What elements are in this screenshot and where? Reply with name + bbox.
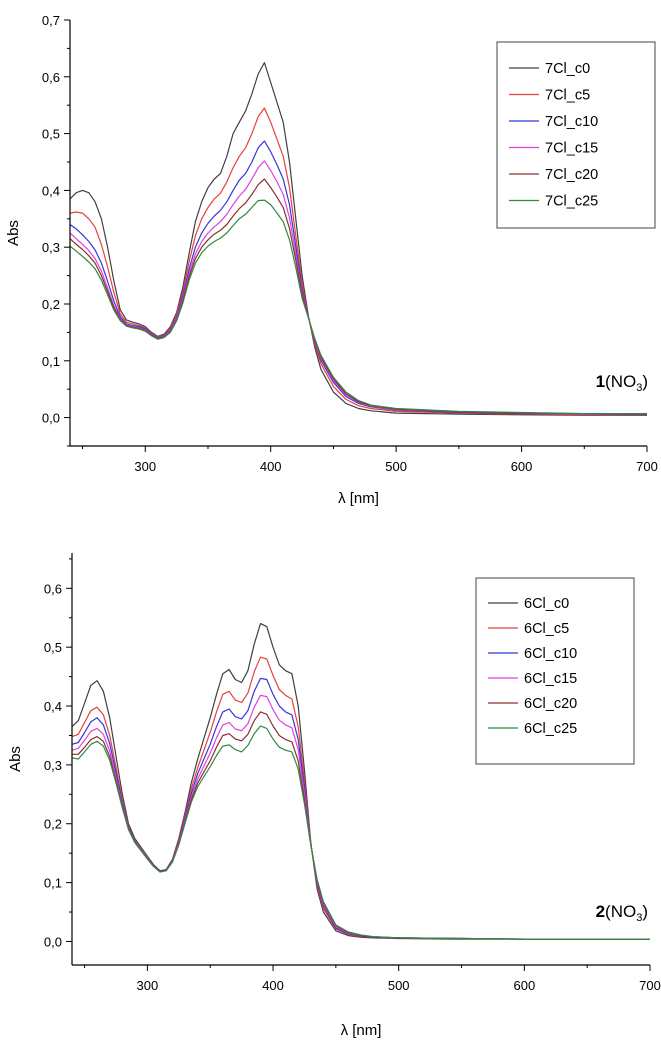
panel-annotation: 2(NO3) bbox=[596, 902, 648, 924]
x-tick-label: 400 bbox=[262, 978, 284, 993]
legend-label: 7Cl_c5 bbox=[545, 88, 590, 104]
legend-label: 7Cl_c15 bbox=[545, 141, 598, 157]
y-axis-label: Abs bbox=[7, 746, 24, 772]
y-tick-label: 0,7 bbox=[42, 13, 60, 28]
x-tick-label: 600 bbox=[511, 459, 533, 474]
legend-label: 6Cl_c5 bbox=[524, 621, 569, 637]
x-tick-label: 700 bbox=[636, 459, 658, 474]
y-tick-label: 0,0 bbox=[42, 411, 60, 426]
series-line-7Cl_c15 bbox=[69, 160, 647, 415]
x-axis-label: λ [nm] bbox=[338, 490, 379, 507]
y-tick-label: 0,4 bbox=[44, 699, 62, 714]
y-axis-label: Abs bbox=[5, 220, 22, 246]
x-tick-label: 700 bbox=[639, 978, 661, 993]
x-tick-label: 300 bbox=[134, 459, 156, 474]
y-tick-label: 0,0 bbox=[44, 934, 62, 949]
legend-label: 6Cl_c25 bbox=[524, 721, 577, 737]
x-tick-label: 600 bbox=[513, 978, 535, 993]
legend-label: 6Cl_c20 bbox=[524, 696, 577, 712]
chart-top: 300 400 500 600 700 0,0 0,1 0,2 0,3 0,4 0,5 0,6 0,7 λ… bbox=[5, 13, 658, 507]
legend-label: 6Cl_c10 bbox=[524, 646, 577, 662]
x-tick-label: 300 bbox=[137, 978, 159, 993]
y-tick-label: 0,2 bbox=[44, 817, 62, 832]
legend-label: 7Cl_c20 bbox=[545, 167, 598, 183]
legend-box bbox=[475, 577, 635, 765]
chart-bottom: 300 400 500 600 700 0,0 0,1 0,2 0,3 0,4 0,5 0,6 λ [n… bbox=[7, 553, 661, 1039]
series-line-6Cl_c0 bbox=[71, 622, 650, 940]
series-line-6Cl_c25 bbox=[71, 725, 650, 940]
y-tick-label: 0,2 bbox=[42, 297, 60, 312]
y-tick-label: 0,3 bbox=[44, 758, 62, 773]
x-tick-label: 400 bbox=[260, 459, 282, 474]
series-line-7Cl_c10 bbox=[69, 140, 648, 416]
y-tick-label: 0,6 bbox=[42, 70, 60, 85]
series-line-7Cl_c5 bbox=[69, 107, 647, 416]
series-line-7Cl_c20 bbox=[69, 178, 648, 415]
legend-label: 7Cl_c25 bbox=[545, 194, 598, 210]
y-tick-label: 0,6 bbox=[44, 581, 62, 596]
legend-box bbox=[496, 41, 656, 229]
x-axis-label: λ [nm] bbox=[341, 1022, 382, 1039]
y-tick-label: 0,4 bbox=[42, 183, 60, 198]
legend-label: 7Cl_c10 bbox=[545, 114, 598, 130]
y-tick-label: 0,3 bbox=[42, 240, 60, 255]
legend-label: 6Cl_c0 bbox=[524, 596, 569, 612]
y-tick-label: 0,5 bbox=[44, 640, 62, 655]
y-tick-label: 0,1 bbox=[42, 354, 60, 369]
x-tick-label: 500 bbox=[385, 459, 407, 474]
legend-label: 7Cl_c0 bbox=[545, 61, 590, 77]
x-tick-label: 500 bbox=[388, 978, 410, 993]
y-tick-label: 0,1 bbox=[44, 876, 62, 891]
series-line-7Cl_c25 bbox=[69, 199, 647, 415]
series-line-7Cl_c0 bbox=[69, 61, 647, 416]
panel-annotation: 1(NO3) bbox=[596, 372, 648, 394]
y-tick-label: 0,5 bbox=[42, 127, 60, 142]
legend-label: 6Cl_c15 bbox=[524, 671, 577, 687]
